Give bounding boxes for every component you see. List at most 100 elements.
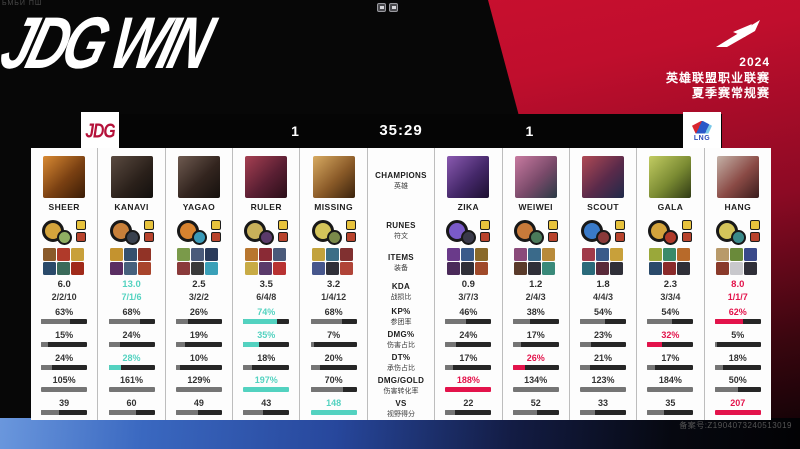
kda-detail: 2/2/10 — [51, 292, 77, 302]
kda-block: 0.9 3/7/3 — [435, 278, 501, 306]
label-zh: 英雄 — [393, 183, 408, 190]
item-grid — [42, 248, 86, 275]
stat-row-dmg: 7% — [300, 329, 366, 352]
kda-block: 13.0 7/1/6 — [98, 278, 164, 306]
stat-value: 20% — [324, 352, 343, 363]
stat-value: 23% — [594, 329, 613, 340]
stat-row-dmggold: 105% — [31, 374, 97, 397]
stat-value: 24% — [459, 329, 478, 340]
pip-icon[interactable] — [377, 3, 386, 12]
kda-block: 2.5 3/2/2 — [166, 278, 232, 306]
item-icon — [744, 248, 758, 261]
stage-floor — [0, 418, 800, 449]
runes-group — [233, 214, 299, 248]
player-column-hang: HANG 8.0 1/1/7 62% 5% 18% 50% 207 — [704, 148, 771, 420]
secondary-rune-icon — [663, 229, 679, 245]
stats-panel: SHEER 6.0 2/2/10 63% 15% 24% 105% 39 KANA… — [31, 148, 771, 420]
stat-row-dt: 18% — [233, 352, 299, 375]
champion-portrait — [312, 156, 355, 198]
stat-value: 19% — [189, 329, 208, 340]
rune-shard-icon — [210, 220, 221, 230]
item-icon — [730, 248, 744, 261]
item-icon — [110, 248, 124, 261]
item-grid — [581, 248, 625, 275]
kda-block: 3.5 6/4/8 — [233, 278, 299, 306]
label-items: ITEMS 装备 — [368, 248, 434, 278]
event-year: 2024 — [739, 55, 770, 69]
label-zh: 伤害占比 — [386, 342, 415, 350]
stat-row-dt: 26% — [503, 352, 569, 375]
player-column-weiwei: WEIWEI 1.2 2/4/3 38% 17% 26% 134% 52 — [502, 148, 569, 420]
rune-shard-icon — [76, 232, 87, 242]
item-icon — [595, 248, 609, 261]
rune-shard-icon — [76, 220, 87, 230]
label-en: DMG% — [387, 330, 415, 340]
stat-value: 35 — [665, 398, 676, 409]
stat-row-vs: 60 — [98, 397, 164, 420]
player-name: SCOUT — [587, 202, 619, 212]
stat-row-dmggold: 161% — [98, 374, 164, 397]
stat-bar — [310, 410, 357, 416]
item-icon — [662, 262, 676, 275]
item-grid — [244, 248, 288, 275]
item-icon — [528, 248, 542, 261]
stat-value: 184% — [658, 375, 682, 386]
stat-row-dmg: 32% — [637, 329, 703, 352]
left-score: 1 — [291, 123, 299, 139]
stat-row-dt: 21% — [570, 352, 636, 375]
rune-shard-icon — [210, 232, 221, 242]
item-icon — [272, 248, 286, 261]
capture-icon[interactable] — [389, 3, 398, 12]
item-icon — [542, 262, 556, 275]
stat-row-dmggold: 134% — [503, 374, 569, 397]
stat-value: 18% — [257, 352, 276, 363]
item-icon — [42, 262, 56, 275]
stat-bar — [512, 364, 559, 370]
event-league: 英雄联盟职业联赛 — [665, 71, 770, 85]
kda-value: 3.2 — [327, 279, 341, 290]
label-en: KP% — [391, 307, 411, 317]
item-icon — [340, 248, 354, 261]
stat-row-kp: 62% — [705, 306, 771, 329]
stat-row-kp: 54% — [637, 306, 703, 329]
item-icon — [460, 248, 474, 261]
stat-row-dmg: 15% — [31, 329, 97, 352]
item-icon — [70, 262, 84, 275]
champion-portrait — [43, 156, 86, 198]
stat-bar — [41, 319, 88, 324]
item-icon — [191, 248, 205, 261]
kda-value: 0.9 — [461, 279, 475, 290]
item-icon — [56, 248, 70, 261]
stat-bar — [445, 387, 492, 393]
stat-row-kp: 46% — [435, 306, 501, 329]
lpl-logo — [716, 20, 760, 47]
stat-row-dmggold: 197% — [233, 374, 299, 397]
stat-value: 188% — [456, 375, 480, 386]
stat-bar — [647, 364, 694, 370]
kda-value: 2.3 — [663, 279, 678, 290]
label-champions: CHAMPIONS 英雄 — [368, 148, 434, 214]
stat-bar — [41, 387, 88, 393]
player-column-kanavi: KANAVI 13.0 7/1/6 68% 24% 28% 161% 60 — [98, 148, 165, 420]
stat-row-vs: 207 — [705, 397, 771, 420]
secondary-rune-icon — [191, 229, 207, 245]
label-en: DT% — [391, 352, 411, 362]
stat-value: 7% — [327, 329, 341, 340]
stat-bar — [647, 319, 694, 324]
stat-value: 54% — [594, 307, 613, 317]
stat-bar — [445, 410, 492, 416]
stat-value: 17% — [459, 352, 478, 363]
item-icon — [312, 262, 326, 275]
item-icon — [460, 262, 474, 275]
kda-detail: 1/4/12 — [321, 292, 347, 302]
item-icon — [258, 262, 272, 275]
stat-bar — [108, 364, 155, 370]
rune-shard-icon — [480, 232, 491, 242]
stat-value: 129% — [187, 375, 211, 386]
player-column-sheer: SHEER 6.0 2/2/10 63% 15% 24% 105% 39 — [31, 148, 98, 420]
item-icon — [542, 248, 556, 261]
kda-value: 1.2 — [529, 279, 543, 290]
stat-value: 28% — [122, 352, 141, 363]
runes-group — [300, 214, 366, 248]
kda-value: 6.0 — [57, 279, 71, 290]
